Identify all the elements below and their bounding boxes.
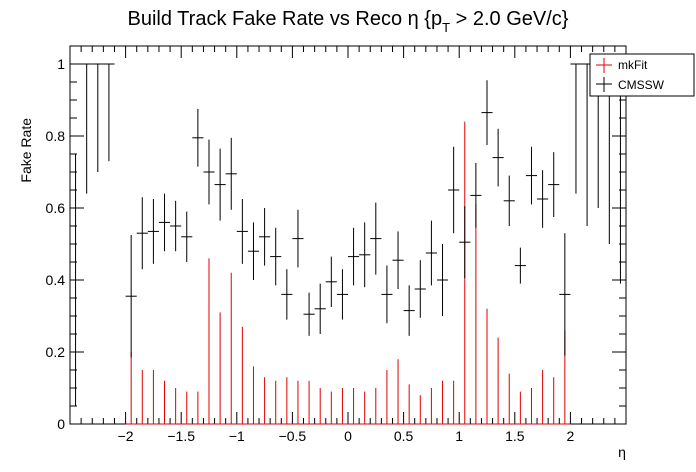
y-axis-label: Fake Rate	[18, 118, 34, 183]
chart-title: Build Track Fake Rate vs Reco η {pT > 2.…	[128, 8, 569, 35]
y-tick-label: 1	[57, 56, 65, 72]
x-tick-label: −1.5	[167, 428, 195, 444]
legend-box	[589, 53, 695, 97]
x-tick-label: 1	[455, 428, 463, 444]
x-tick-label: 1.5	[505, 428, 525, 444]
y-tick-label: 0.4	[46, 272, 66, 288]
x-tick-label: −0.5	[279, 428, 307, 444]
x-tick-label: 0.5	[394, 428, 414, 444]
y-tick-label: 0.8	[46, 128, 66, 144]
x-tick-label: 2	[567, 428, 575, 444]
x-tick-label: 0	[344, 428, 352, 444]
legend-mkfit-label: mkFit	[618, 58, 648, 72]
legend-cmssw-label: CMSSW	[618, 78, 665, 92]
y-tick-label: 0.2	[46, 344, 66, 360]
x-tick-label: −1	[229, 428, 245, 444]
legend: mkFit CMSSW	[589, 53, 695, 97]
y-tick-label: 0	[57, 416, 65, 432]
x-axis-label: η	[618, 444, 626, 460]
x-tick-label: −2	[118, 428, 134, 444]
y-tick-label: 0.6	[46, 200, 66, 216]
